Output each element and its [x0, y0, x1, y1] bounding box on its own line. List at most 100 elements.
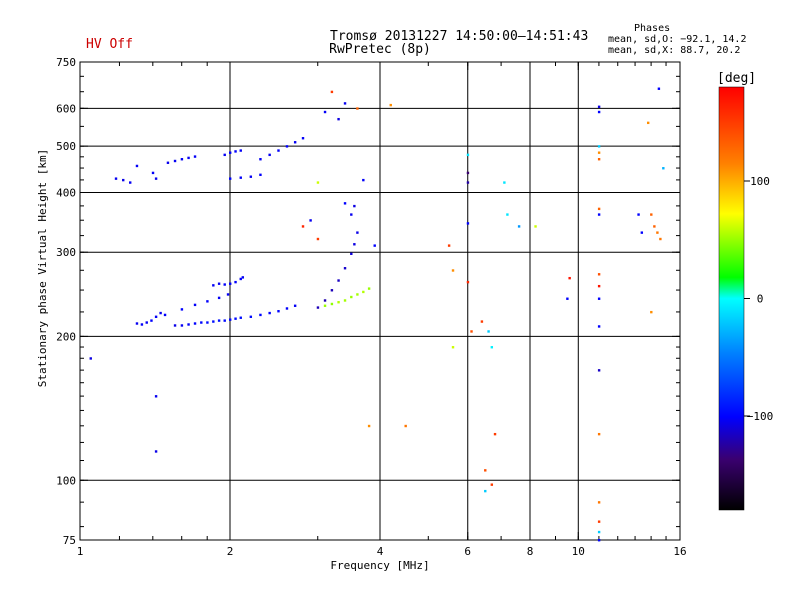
- data-point: [662, 167, 665, 170]
- chart-title: Tromsø 20131227 14:50:00–14:51:43: [330, 29, 589, 44]
- data-points: [89, 87, 665, 542]
- x-tick-label: 1: [77, 545, 84, 558]
- data-point: [404, 424, 407, 428]
- data-point: [337, 301, 340, 304]
- phases-title: Phases: [634, 23, 671, 34]
- data-point: [159, 311, 162, 315]
- colorbar-ticks: 100 0 −100: [744, 175, 773, 423]
- data-point: [193, 322, 197, 325]
- data-point: [217, 282, 221, 285]
- x-tick-label: 6: [464, 545, 471, 558]
- data-point: [229, 282, 232, 285]
- y-tick-label: 500: [56, 140, 76, 153]
- y-tick-label: 200: [56, 330, 76, 343]
- data-point: [89, 357, 92, 360]
- data-point: [353, 243, 356, 246]
- data-point: [180, 158, 184, 161]
- data-point: [490, 346, 494, 349]
- data-point: [597, 432, 601, 436]
- x-tick-label: 2: [227, 545, 234, 558]
- data-point: [466, 153, 470, 157]
- data-point: [484, 469, 487, 472]
- data-point: [480, 320, 484, 323]
- data-point: [234, 280, 237, 284]
- data-point: [343, 202, 347, 205]
- x-axis-label: Frequency [MHz]: [330, 559, 430, 572]
- data-point: [259, 173, 262, 177]
- data-point: [229, 318, 232, 321]
- data-point: [309, 219, 312, 222]
- data-point: [206, 300, 209, 303]
- data-point: [356, 107, 359, 110]
- data-point: [217, 319, 221, 322]
- data-point: [650, 310, 653, 314]
- data-point: [597, 284, 601, 288]
- data-point: [470, 330, 473, 333]
- colorbar-tick-label: −100: [747, 410, 774, 423]
- data-point: [154, 177, 158, 180]
- y-tick-label: 400: [56, 186, 76, 199]
- data-point: [659, 237, 662, 241]
- data-point: [187, 323, 190, 326]
- data-point: [350, 295, 353, 299]
- data-point: [114, 177, 118, 180]
- data-point: [268, 153, 271, 157]
- data-point: [353, 204, 356, 208]
- data-point: [597, 105, 601, 109]
- data-point: [316, 181, 320, 184]
- data-point: [166, 161, 170, 164]
- data-point: [293, 141, 297, 144]
- y-tick-label: 750: [56, 56, 76, 69]
- data-point: [173, 159, 177, 163]
- data-point: [239, 176, 242, 179]
- grid-lines: [80, 62, 680, 540]
- data-point: [259, 158, 262, 161]
- y-tick-label: 100: [56, 474, 76, 487]
- data-point: [597, 297, 601, 300]
- data-point: [154, 395, 158, 398]
- data-point: [566, 297, 569, 300]
- x-tick-label: 16: [673, 545, 686, 558]
- data-point: [337, 279, 340, 282]
- data-point: [316, 306, 320, 309]
- data-point: [122, 178, 125, 182]
- data-point: [657, 87, 661, 90]
- data-point: [200, 321, 203, 324]
- data-point: [212, 284, 215, 287]
- y-axis-label: Stationary phase Virtual Height [km]: [36, 148, 49, 388]
- data-point: [285, 145, 289, 148]
- data-point: [223, 283, 226, 286]
- data-point: [373, 244, 376, 247]
- data-point: [597, 110, 601, 114]
- data-point: [135, 322, 139, 325]
- data-point: [151, 171, 155, 175]
- data-point: [301, 137, 305, 140]
- data-point: [451, 269, 455, 272]
- data-point: [517, 225, 521, 228]
- data-point: [249, 175, 253, 178]
- data-point: [323, 299, 327, 302]
- data-point: [343, 102, 347, 105]
- data-point: [187, 156, 190, 160]
- chart-subtitle: RwPretec (8p): [329, 42, 431, 57]
- colorbar-unit-label: [deg]: [717, 71, 757, 86]
- data-point: [193, 155, 197, 158]
- data-point: [226, 293, 230, 296]
- data-point: [173, 324, 177, 327]
- data-point: [229, 177, 232, 180]
- data-point: [597, 145, 601, 148]
- data-point: [650, 213, 653, 216]
- data-point: [223, 153, 226, 157]
- data-point: [323, 304, 327, 307]
- data-point: [180, 324, 184, 327]
- data-point: [193, 303, 197, 307]
- data-point: [568, 276, 571, 280]
- data-point: [316, 237, 320, 241]
- data-point: [597, 158, 601, 161]
- data-point: [466, 181, 470, 184]
- data-point: [597, 207, 601, 211]
- data-point: [239, 277, 242, 281]
- data-point: [447, 244, 451, 247]
- data-point: [268, 311, 271, 315]
